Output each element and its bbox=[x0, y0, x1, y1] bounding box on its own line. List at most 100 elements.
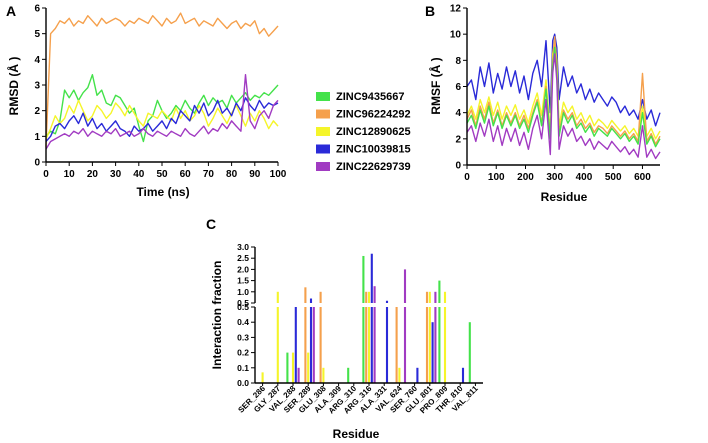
interaction-y-tick-label-lower: 0.3 bbox=[237, 332, 249, 342]
bar-glu-801-zinc12890625-upper bbox=[428, 291, 431, 303]
rmsd-x-tick-label: 90 bbox=[249, 169, 261, 180]
rmsd-axes: 0 10 20 30 40 50 60 70 80 90 100 0 1 2 3 4 5 6 bbox=[34, 4, 286, 181]
rmsf-axes: 0 100 200 300 400 500 600 0 2 4 6 8 10 12 bbox=[450, 4, 660, 183]
bar-arg-316-zinc9435667-upper bbox=[362, 255, 365, 303]
rmsd-x-tick-label: 70 bbox=[203, 169, 215, 180]
rmsd-y-tick-label: 5 bbox=[34, 29, 40, 40]
interaction-y-tick-label-upper: 2.0 bbox=[237, 264, 249, 274]
legend-label-zinc10039815: ZINC10039815 bbox=[336, 144, 411, 156]
rmsd-x-tick-label: 80 bbox=[226, 169, 238, 180]
bar-arg-310-zinc9435667 bbox=[347, 367, 350, 383]
interaction-y-tick-label-lower: 0.5 bbox=[237, 302, 249, 312]
bar-glu-801-zinc96224292 bbox=[425, 307, 429, 383]
bar-val-288-zinc12890625 bbox=[291, 352, 295, 383]
rmsf-y-tick-label: 0 bbox=[455, 161, 461, 172]
bar-arg-316-zinc10039815-upper bbox=[370, 253, 373, 303]
bar-glu-801-zinc96224292-upper bbox=[425, 291, 429, 303]
bar-ser-289-zinc10039815-upper bbox=[309, 298, 313, 303]
rmsd-lines bbox=[45, 12, 279, 150]
bar-arg-316-zinc9435667 bbox=[362, 307, 365, 383]
rmsd-line-zinc96224292 bbox=[45, 12, 279, 147]
rmsd-x-tick-label: 100 bbox=[270, 169, 287, 180]
rmsf-line-zinc10039815 bbox=[466, 33, 661, 127]
interaction-y-tick-label-upper: 0.5 bbox=[237, 298, 249, 308]
rmsf-y-tick-label: 12 bbox=[450, 4, 462, 15]
rmsd-xlabel: Time (ns) bbox=[136, 185, 189, 199]
rmsf-x-tick-label: 100 bbox=[488, 172, 505, 183]
rmsd-x-tick-label: 50 bbox=[156, 169, 168, 180]
bar-val-624-zinc96224292 bbox=[395, 307, 398, 383]
rmsd-y-tick-label: 6 bbox=[34, 4, 40, 15]
panel-a-rmsd: A 0 10 20 30 40 50 60 70 80 90 100 0 1 2 3 4 5 6 RMSD (Å … bbox=[6, 3, 287, 199]
bar-glu-308-zinc96224292-upper bbox=[319, 291, 322, 303]
interaction-y-tick-label-upper: 1.0 bbox=[237, 287, 249, 297]
bar-thr-810-zinc10039815 bbox=[461, 367, 465, 383]
bar-arg-316-zinc12890625 bbox=[367, 307, 371, 383]
legend-label-zinc22629739: ZINC22629739 bbox=[336, 161, 411, 173]
legend-label-zinc12890625: ZINC12890625 bbox=[336, 126, 411, 138]
rmsd-x-tick-label: 20 bbox=[87, 169, 99, 180]
interaction-y-tick-label-upper: 1.5 bbox=[237, 276, 249, 286]
bar-gly-287-zinc12890625-upper bbox=[276, 291, 279, 303]
rmsd-y-tick-label: 2 bbox=[34, 106, 40, 117]
legend: ZINC9435667 ZINC96224292 ZINC12890625 ZINC1… bbox=[316, 91, 411, 173]
bar-ser-289-zinc10039815 bbox=[309, 307, 313, 383]
rmsf-y-tick-label: 8 bbox=[455, 56, 461, 67]
bar-arg-316-zinc96224292 bbox=[365, 307, 368, 383]
bar-glu-801-zinc22629739 bbox=[434, 307, 437, 383]
bar-pro-809-zinc12890625-upper bbox=[443, 291, 447, 303]
interaction-y-tick-label-lower: 0.1 bbox=[237, 363, 249, 373]
rmsf-y-tick-label: 6 bbox=[455, 82, 461, 93]
interaction-y-tick-label-upper: 3.0 bbox=[237, 242, 249, 252]
rmsd-line-zinc22629739 bbox=[45, 73, 279, 150]
rmsf-x-tick-label: 400 bbox=[576, 172, 593, 183]
rmsf-x-tick-label: 200 bbox=[517, 172, 534, 183]
rmsd-x-tick-label: 30 bbox=[110, 169, 122, 180]
bar-ser-289-zinc12890625 bbox=[307, 352, 310, 383]
interaction-bars bbox=[261, 253, 471, 383]
interaction-y-tick-label-upper: 2.5 bbox=[237, 253, 249, 263]
bar-glu-801-zinc10039815 bbox=[431, 322, 434, 383]
bar-val-624-zinc22629739 bbox=[403, 307, 407, 383]
bar-ala-331-zinc10039815-upper bbox=[385, 300, 389, 303]
rmsd-y-tick-label: 4 bbox=[34, 55, 40, 66]
bar-glu-308-zinc12890625 bbox=[322, 367, 325, 383]
bar-glu-801-zinc22629739-upper bbox=[434, 291, 437, 303]
rmsf-lines bbox=[466, 33, 661, 160]
rmsd-line-zinc10039815 bbox=[45, 97, 279, 142]
rmsf-x-tick-label: 500 bbox=[605, 172, 622, 183]
rmsd-y-tick-label: 3 bbox=[34, 81, 40, 92]
legend-label-zinc9435667: ZINC9435667 bbox=[336, 91, 405, 103]
bar-arg-316-zinc12890625-upper bbox=[367, 291, 371, 303]
bar-val-624-zinc22629739-upper bbox=[403, 269, 407, 303]
bar-gly-287-zinc12890625 bbox=[276, 307, 279, 383]
bar-val-288-zinc22629739 bbox=[297, 367, 300, 383]
bar-arg-316-zinc22629739-upper bbox=[373, 286, 376, 303]
bar-pro-809-zinc9435667 bbox=[438, 307, 441, 383]
bar-ser-289-zinc96224292 bbox=[304, 307, 307, 383]
rmsf-y-tick-label: 10 bbox=[450, 30, 462, 41]
bar-arg-316-zinc22629739 bbox=[373, 307, 376, 383]
interaction-y-tick-label-lower: 0.2 bbox=[237, 348, 249, 358]
rmsf-x-tick-label: 600 bbox=[634, 172, 651, 183]
bar-arg-316-zinc96224292-upper bbox=[365, 291, 368, 303]
interaction-y-tick-label-lower: 0.0 bbox=[237, 378, 249, 388]
bar-ala-331-zinc10039815 bbox=[385, 307, 389, 383]
legend-swatch-zinc9435667 bbox=[316, 92, 330, 101]
legend-label-zinc96224292: ZINC96224292 bbox=[336, 109, 411, 121]
bar-pro-809-zinc9435667-upper bbox=[438, 280, 441, 303]
legend-swatch-zinc12890625 bbox=[316, 127, 330, 136]
bar-pro-809-zinc12890625 bbox=[443, 307, 447, 383]
bar-val-288-zinc10039815 bbox=[294, 307, 297, 383]
bar-ser-289-zinc22629739 bbox=[312, 307, 315, 383]
panel-b-rmsf: B 0 100 200 300 400 500 600 0 2 4 6 8 10 12 RMSF (Å )… bbox=[425, 3, 661, 204]
rmsd-x-tick-label: 60 bbox=[180, 169, 192, 180]
rmsf-y-tick-label: 4 bbox=[455, 108, 461, 119]
interaction-y-tick-label-lower: 0.4 bbox=[237, 317, 249, 327]
bar-val-288-zinc9435667 bbox=[286, 352, 289, 383]
rmsf-ylabel: RMSF (Å ) bbox=[428, 57, 443, 114]
rmsd-line-zinc12890625 bbox=[45, 99, 279, 140]
rmsd-ylabel: RMSD (Å ) bbox=[6, 57, 21, 116]
bar-val-811-zinc9435667 bbox=[468, 322, 471, 383]
panel-c-interactions: C SER_286GLY_287VAL_288SER_289GLU_308ALA… bbox=[206, 216, 483, 441]
